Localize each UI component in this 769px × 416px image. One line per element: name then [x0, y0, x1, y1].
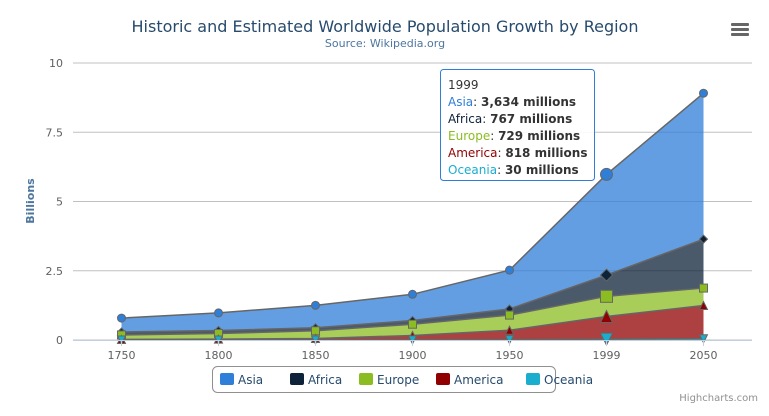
tooltip-series-name: Oceania [448, 163, 497, 177]
point-asia[interactable] [600, 167, 613, 181]
point-america[interactable] [698, 300, 709, 310]
legend-item-america[interactable]: America [436, 373, 504, 387]
x-tick-label: 1750 [108, 349, 136, 362]
legend-item-africa[interactable]: Africa [290, 373, 342, 387]
legend-item-europe[interactable]: Europe [359, 373, 419, 387]
legend-label: Asia [238, 373, 263, 387]
point-oceania[interactable] [310, 335, 321, 346]
legend-label: Europe [377, 373, 419, 387]
legend-item-oceania[interactable]: Oceania [526, 373, 593, 387]
x-tick-label: 1999 [593, 349, 621, 362]
legend-label: Africa [308, 373, 342, 387]
tooltip-value: 729 millions [498, 129, 580, 143]
legend-swatch [526, 373, 540, 385]
tooltip-series-name: Europe [448, 129, 490, 143]
x-tick-label: 1850 [302, 349, 330, 362]
tooltip-value: 30 millions [505, 163, 579, 177]
y-tick-label: 5 [56, 196, 63, 209]
legend-swatch [290, 373, 304, 385]
point-america[interactable] [599, 309, 614, 324]
legend-swatch [220, 373, 234, 385]
tooltip-row: Africa: 767 millions [448, 112, 572, 126]
chart-subtitle: Source: Wikipedia.org [325, 37, 445, 50]
point-europe[interactable] [600, 289, 613, 303]
area-america[interactable] [121, 305, 704, 340]
tooltip-header: 1999 [448, 78, 479, 92]
x-tick-label: 1950 [496, 349, 524, 362]
tooltip-row: Europe: 729 millions [448, 129, 580, 143]
point-asia[interactable] [214, 308, 223, 318]
point-europe[interactable] [408, 319, 417, 329]
credits[interactable]: Highcharts.com [679, 393, 758, 404]
point-oceania[interactable] [698, 334, 709, 344]
tooltip-row: Oceania: 30 millions [448, 163, 579, 177]
y-tick-label: 0 [56, 334, 63, 347]
legend-item-asia[interactable]: Asia [220, 373, 263, 387]
tooltip-value: 767 millions [490, 112, 572, 126]
x-tick-label: 1800 [205, 349, 233, 362]
tooltip-row: Asia: 3,634 millions [448, 95, 576, 109]
point-africa[interactable] [599, 268, 614, 282]
point-oceania[interactable] [213, 335, 224, 346]
tooltip-value: 3,634 millions [481, 95, 576, 109]
area-africa[interactable] [121, 239, 704, 335]
tooltip-series-name: America [448, 146, 498, 160]
y-tick-label: 2.5 [46, 265, 64, 278]
legend-swatch [436, 373, 450, 385]
point-oceania[interactable] [504, 335, 515, 345]
chart-title: Historic and Estimated Worldwide Populat… [132, 17, 639, 36]
point-oceania[interactable] [599, 332, 614, 347]
y-tick-label: 7.5 [46, 126, 64, 139]
point-oceania[interactable] [116, 335, 127, 346]
tooltip-series-name: Asia [448, 95, 473, 109]
point-asia[interactable] [505, 265, 514, 275]
point-asia[interactable] [311, 300, 320, 310]
legend-label: Oceania [544, 373, 593, 387]
point-asia[interactable] [408, 289, 417, 299]
hamburger-menu-icon[interactable] [731, 23, 749, 36]
y-tick-label: 10 [49, 57, 63, 70]
tooltip-row: America: 818 millions [448, 146, 587, 160]
y-axis-label: Billions [24, 178, 37, 224]
point-africa[interactable] [698, 234, 709, 244]
legend-swatch [359, 373, 373, 385]
legend-label: America [454, 373, 504, 387]
point-asia[interactable] [117, 313, 126, 323]
x-tick-label: 2050 [690, 349, 718, 362]
tooltip-series-name: Africa [448, 112, 482, 126]
point-europe[interactable] [505, 310, 514, 320]
point-oceania[interactable] [407, 335, 418, 345]
tooltip [440, 69, 595, 181]
tooltip-value: 818 millions [505, 146, 587, 160]
point-america[interactable] [504, 325, 515, 335]
x-tick-label: 1900 [399, 349, 427, 362]
area-asia[interactable] [121, 93, 704, 332]
point-europe[interactable] [699, 283, 708, 293]
point-asia[interactable] [699, 88, 708, 98]
